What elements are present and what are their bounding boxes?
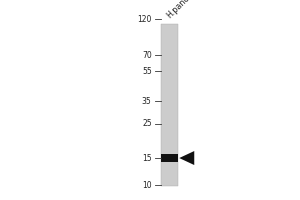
Polygon shape bbox=[179, 151, 194, 165]
Text: 120: 120 bbox=[137, 15, 152, 24]
Text: 25: 25 bbox=[142, 119, 152, 128]
Text: 55: 55 bbox=[142, 67, 152, 76]
Text: 35: 35 bbox=[142, 97, 152, 106]
Text: H.pancreas: H.pancreas bbox=[165, 0, 203, 20]
Text: 10: 10 bbox=[142, 181, 152, 190]
Text: 15: 15 bbox=[142, 154, 152, 163]
Text: 70: 70 bbox=[142, 51, 152, 60]
Bar bbox=[161, 154, 178, 162]
Bar bbox=[161, 24, 178, 186]
